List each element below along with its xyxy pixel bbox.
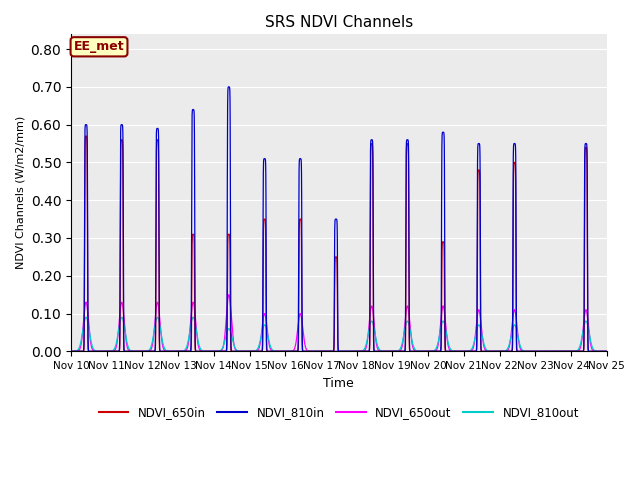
NDVI_810in bbox=[409, 348, 417, 354]
NDVI_810in bbox=[67, 348, 75, 354]
NDVI_650in bbox=[505, 348, 513, 354]
NDVI_650out bbox=[505, 345, 513, 351]
NDVI_650in bbox=[67, 348, 75, 354]
NDVI_650in bbox=[95, 348, 103, 354]
NDVI_810in bbox=[95, 348, 103, 354]
Line: NDVI_810in: NDVI_810in bbox=[71, 87, 607, 351]
NDVI_650out bbox=[225, 292, 233, 298]
Line: NDVI_810out: NDVI_810out bbox=[71, 317, 607, 351]
NDVI_650out bbox=[484, 348, 492, 354]
NDVI_810in bbox=[603, 348, 611, 354]
NDVI_650in bbox=[484, 348, 492, 354]
Y-axis label: NDVI Channels (W/m2/mm): NDVI Channels (W/m2/mm) bbox=[15, 116, 25, 269]
NDVI_810in bbox=[225, 84, 233, 90]
NDVI_810out bbox=[470, 341, 477, 347]
NDVI_810out bbox=[67, 348, 75, 354]
NDVI_650out bbox=[67, 348, 75, 354]
Text: EE_met: EE_met bbox=[74, 40, 124, 53]
NDVI_810out bbox=[505, 343, 513, 348]
Legend: NDVI_650in, NDVI_810in, NDVI_650out, NDVI_810out: NDVI_650in, NDVI_810in, NDVI_650out, NDV… bbox=[94, 402, 584, 424]
NDVI_650in bbox=[603, 348, 611, 354]
NDVI_810out bbox=[484, 348, 492, 354]
NDVI_810out bbox=[314, 348, 322, 354]
Line: NDVI_650in: NDVI_650in bbox=[71, 136, 607, 351]
NDVI_810out bbox=[497, 348, 505, 354]
NDVI_810in bbox=[505, 348, 513, 354]
NDVI_650in bbox=[497, 348, 505, 354]
NDVI_650in bbox=[470, 348, 477, 354]
NDVI_810out bbox=[603, 348, 611, 354]
Line: NDVI_650out: NDVI_650out bbox=[71, 295, 607, 351]
Title: SRS NDVI Channels: SRS NDVI Channels bbox=[265, 15, 413, 30]
NDVI_650out bbox=[409, 345, 417, 350]
NDVI_650out bbox=[332, 348, 340, 354]
NDVI_650out bbox=[497, 348, 505, 354]
X-axis label: Time: Time bbox=[323, 377, 354, 390]
NDVI_810out bbox=[82, 314, 90, 320]
NDVI_650out bbox=[470, 344, 477, 349]
NDVI_810out bbox=[95, 348, 103, 354]
NDVI_650in bbox=[82, 133, 90, 139]
NDVI_810in bbox=[484, 348, 492, 354]
NDVI_810in bbox=[497, 348, 505, 354]
NDVI_810out bbox=[409, 342, 417, 348]
NDVI_810in bbox=[470, 348, 477, 354]
NDVI_650in bbox=[409, 348, 417, 354]
NDVI_650out bbox=[95, 348, 103, 354]
NDVI_650out bbox=[603, 348, 611, 354]
